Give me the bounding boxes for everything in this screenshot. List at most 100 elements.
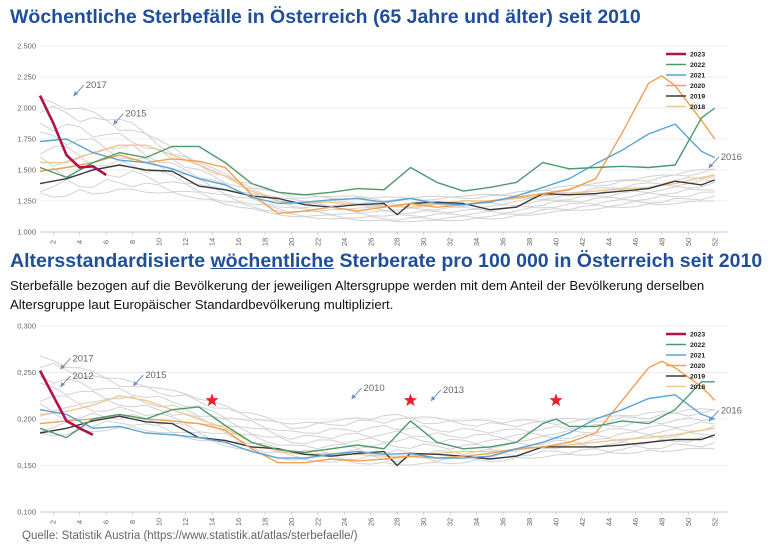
legend-label-2021: 2021 <box>690 73 705 80</box>
x-tick-label: 32 <box>446 238 455 246</box>
annotation-arrowhead <box>430 395 436 401</box>
annotation-arrowhead <box>60 382 65 388</box>
x-tick-label: 30 <box>419 518 428 526</box>
legend-label-2022: 2022 <box>690 342 705 349</box>
x-tick-label: 26 <box>366 518 375 526</box>
annotation-arrowhead <box>351 394 357 400</box>
x-tick-label: 14 <box>208 518 217 526</box>
background-year-line <box>39 362 715 430</box>
x-tick-label: 16 <box>234 518 243 526</box>
x-tick-label: 10 <box>155 238 164 246</box>
y-tick-label: 0,250 <box>17 368 36 377</box>
bottom-chart-title: Altersstandardisierte wöchentliche Sterb… <box>10 250 762 273</box>
x-tick-label: 44 <box>604 518 613 526</box>
x-tick-label: 34 <box>472 238 481 246</box>
series-line-2018 <box>39 395 715 457</box>
x-tick-label: 12 <box>181 238 190 246</box>
annotation-2017: 2017 <box>86 80 107 91</box>
annotation-2012: 2012 <box>72 371 93 382</box>
y-tick-label: 1.250 <box>17 197 36 206</box>
bottom-chart-subtitle: Sterbefälle bezogen auf die Bevölkerung … <box>10 278 705 312</box>
y-tick-label: 0,150 <box>17 461 36 470</box>
x-tick-label: 14 <box>208 238 217 246</box>
background-years-2010-2017 <box>39 97 715 223</box>
x-tick-label: 16 <box>234 238 243 246</box>
annotation-2013: 2013 <box>443 385 464 396</box>
background-year-line <box>39 105 715 202</box>
bottom-title-part-2: Sterberate pro 100 000 in Österreich sei… <box>334 250 763 272</box>
x-tick-label: 4 <box>75 520 84 524</box>
y-tick-label: 0,200 <box>17 415 36 424</box>
x-tick-label: 24 <box>340 238 349 246</box>
series-line-2023 <box>38 95 107 177</box>
x-tick-label: 38 <box>525 238 534 246</box>
x-tick-label: 4 <box>75 240 84 244</box>
x-tick-label: 42 <box>578 238 587 246</box>
x-tick-label: 52 <box>710 518 719 526</box>
annotation-arrowhead <box>73 91 79 97</box>
annotation-2015: 2015 <box>125 109 146 120</box>
background-year-line <box>39 131 715 208</box>
series-line-2020 <box>39 75 716 215</box>
x-tick-label: 18 <box>260 238 269 246</box>
background-year-line <box>39 97 715 199</box>
x-tick-label: 8 <box>128 520 137 524</box>
annotation-2016: 2016 <box>721 152 742 163</box>
x-tick-label: 46 <box>631 238 640 246</box>
x-tick-label: 32 <box>446 518 455 526</box>
legend-label-2018: 2018 <box>690 104 705 111</box>
series-line-2022 <box>39 381 715 454</box>
annotation-arrowhead <box>60 364 65 370</box>
x-tick-label: 8 <box>128 240 137 244</box>
bottom-title-underlined: wöchentliche <box>210 250 335 272</box>
background-year-line <box>39 122 715 206</box>
series-line-2021 <box>39 123 716 206</box>
legend-label-2021: 2021 <box>690 353 705 360</box>
x-tick-label: 18 <box>260 518 269 526</box>
x-tick-label: 20 <box>287 238 296 246</box>
y-tick-label: 2.000 <box>17 104 36 113</box>
background-year-line <box>39 403 715 450</box>
y-tick-label: 1.750 <box>17 135 36 144</box>
legend-label-2018: 2018 <box>690 384 705 391</box>
x-tick-label: 6 <box>102 240 111 244</box>
x-tick-label: 30 <box>419 238 428 246</box>
x-tick-label: 20 <box>287 518 296 526</box>
x-tick-label: 36 <box>499 518 508 526</box>
x-tick-label: 10 <box>155 518 164 526</box>
x-tick-label: 2 <box>49 520 58 524</box>
series-line-2019 <box>39 164 716 216</box>
x-tick-label: 42 <box>578 518 587 526</box>
x-tick-label: 48 <box>657 238 666 246</box>
x-tick-label: 6 <box>102 520 111 524</box>
x-tick-label: 34 <box>472 518 481 526</box>
x-tick-label: 22 <box>313 238 322 246</box>
bottom-title-part-1: Altersstandardisierte <box>10 250 211 272</box>
x-tick-label: 44 <box>604 238 613 246</box>
x-tick-label: 26 <box>366 238 375 246</box>
background-year-line <box>39 426 715 466</box>
annotation-arrowhead <box>708 416 714 422</box>
background-year-line <box>39 412 715 456</box>
legend-label-2023: 2023 <box>690 52 705 59</box>
x-tick-label: 40 <box>552 518 561 526</box>
annotation-2015: 2015 <box>145 370 166 381</box>
red-star-marker <box>549 393 563 407</box>
x-tick-label: 28 <box>393 238 402 246</box>
background-year-line <box>39 382 715 440</box>
annotation-arrowhead <box>133 381 138 387</box>
x-tick-label: 38 <box>525 518 534 526</box>
x-tick-label: 50 <box>684 518 693 526</box>
x-tick-label: 2 <box>49 240 58 244</box>
x-tick-label: 50 <box>684 238 693 246</box>
legend-label-2019: 2019 <box>690 94 705 101</box>
y-tick-label: 0,300 <box>17 322 36 331</box>
legend-label-2019: 2019 <box>690 374 705 381</box>
annotation-2017: 2017 <box>72 353 93 364</box>
annotation-2010: 2010 <box>364 383 385 394</box>
background-year-line <box>39 167 715 218</box>
x-tick-label: 22 <box>313 518 322 526</box>
x-tick-label: 24 <box>340 518 349 526</box>
x-tick-label: 36 <box>499 238 508 246</box>
